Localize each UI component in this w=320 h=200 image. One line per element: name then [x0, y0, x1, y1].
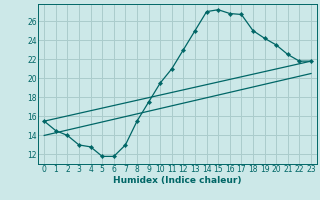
X-axis label: Humidex (Indice chaleur): Humidex (Indice chaleur) [113, 176, 242, 185]
